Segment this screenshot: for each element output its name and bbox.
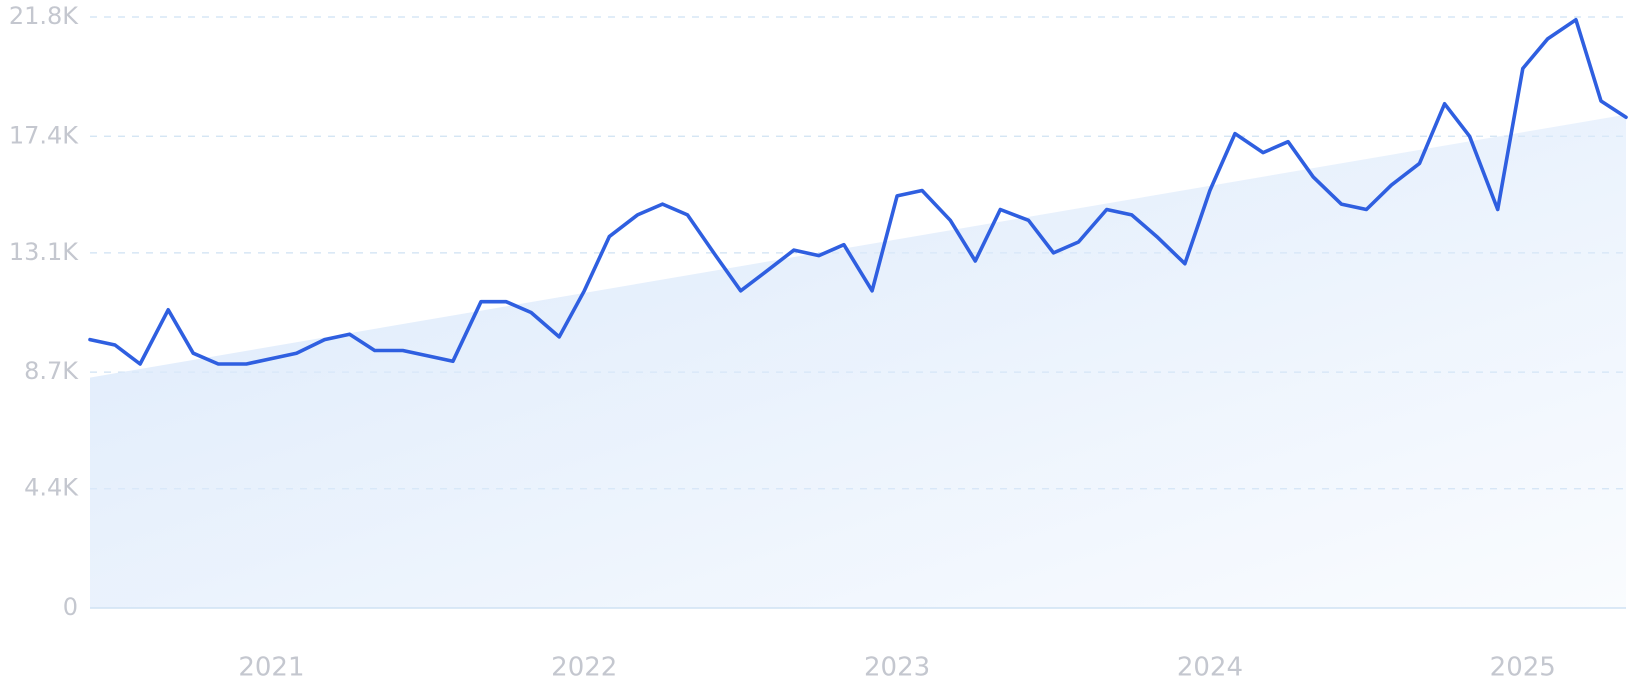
x-tick-label: 2023	[864, 653, 930, 683]
y-axis-ticks: 0 4.4K 8.7K 13.1K 17.4K 21.8K	[9, 2, 79, 621]
y-tick-label: 21.8K	[9, 2, 79, 30]
x-axis-ticks: 2021 2022 2023 2024 2025	[238, 653, 1555, 683]
y-tick-label: 8.7K	[24, 357, 79, 385]
y-tick-label: 0	[63, 593, 78, 621]
y-tick-label: 17.4K	[9, 121, 79, 149]
series-line	[88, 17, 1628, 366]
x-tick-label: 2022	[551, 653, 617, 683]
x-tick-label: 2021	[238, 653, 304, 683]
trend-area	[90, 114, 1626, 609]
x-tick-label: 2024	[1177, 653, 1243, 683]
y-tick-label: 4.4K	[24, 474, 79, 502]
x-tick-label: 2025	[1490, 653, 1556, 683]
y-tick-label: 13.1K	[9, 238, 79, 266]
